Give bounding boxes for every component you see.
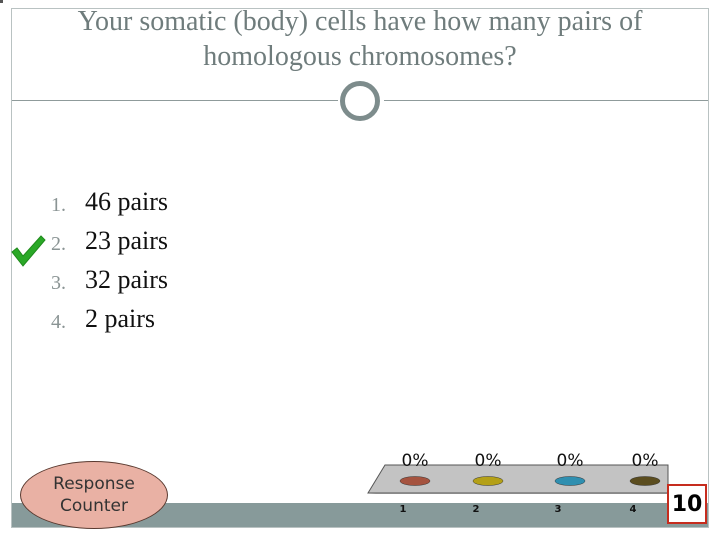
answer-number: 1. bbox=[51, 194, 66, 216]
answer-text: 23 pairs bbox=[85, 226, 169, 255]
chart-bar-3 bbox=[554, 476, 586, 486]
chart-bar-4 bbox=[629, 476, 661, 486]
chart-bar-2 bbox=[472, 476, 504, 486]
answer-text: 32 pairs bbox=[85, 265, 169, 294]
answer-text: 46 pairs bbox=[85, 187, 169, 216]
title-divider-left bbox=[12, 100, 338, 101]
chart-bar-1 bbox=[399, 476, 431, 486]
response-counter-label-line1: Response bbox=[53, 474, 135, 494]
answer-text: 2 pairs bbox=[85, 304, 156, 333]
countdown-timer: 10 bbox=[667, 484, 707, 524]
question-title-line1: Your somatic (body) cells have how many … bbox=[77, 6, 643, 37]
divider-circle-ornament bbox=[340, 81, 380, 121]
title-divider-right bbox=[384, 100, 708, 101]
chart-data-label: 0% bbox=[402, 451, 429, 471]
response-chart: 0% 1 0% 2 0% 3 0% 4 bbox=[367, 451, 669, 515]
response-counter-button[interactable]: Response Counter bbox=[20, 461, 168, 529]
chart-tick-label: 3 bbox=[555, 504, 562, 515]
chart-data-label: 0% bbox=[475, 451, 502, 471]
answer-number: 3. bbox=[51, 272, 66, 294]
answer-number: 4. bbox=[51, 311, 66, 333]
chart-data-label: 0% bbox=[632, 451, 659, 471]
chart-tick-label: 2 bbox=[473, 504, 480, 515]
chart-data-label: 0% bbox=[557, 451, 584, 471]
corner-marker bbox=[0, 0, 3, 3]
chart-tick-label: 1 bbox=[400, 504, 407, 515]
correct-answer-checkmark-icon bbox=[11, 235, 46, 267]
question-title: Your somatic (body) cells have how many … bbox=[12, 4, 708, 74]
question-title-line2: homologous chromosomes? bbox=[203, 41, 517, 72]
response-counter-label-line2: Counter bbox=[60, 496, 128, 516]
answer-number: 2. bbox=[51, 233, 66, 255]
chart-tick-label: 4 bbox=[630, 504, 637, 515]
slide-frame bbox=[11, 8, 709, 528]
